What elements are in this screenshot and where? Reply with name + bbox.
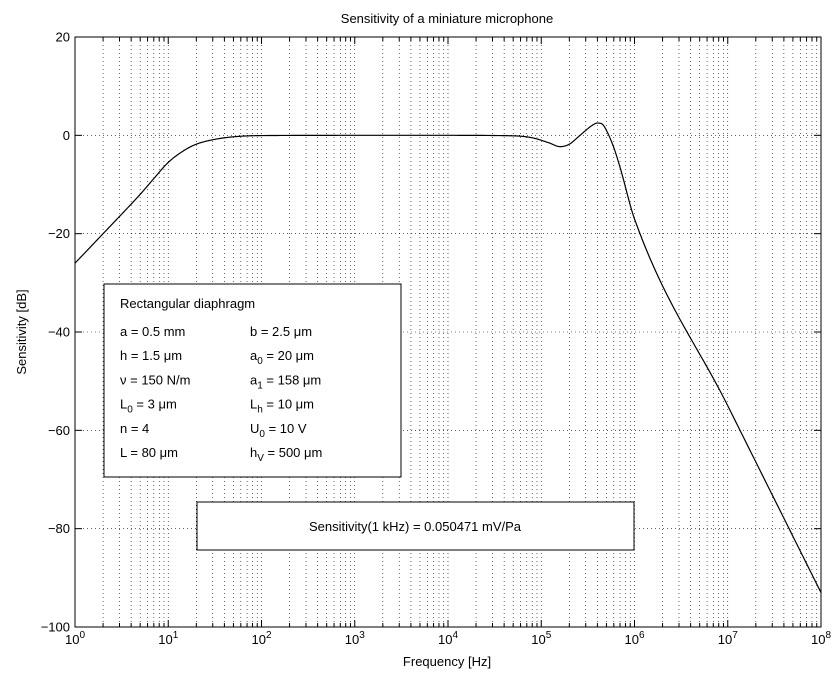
parameters-box-frame [103,283,402,478]
y-tick-label: −80 [48,521,70,536]
sensitivity-box-frame [196,501,635,551]
parameter-right: b = 2.5 μm [250,324,312,339]
x-tick-label: 104 [438,630,458,647]
parameter-rows: a = 0.5 mm b = 2.5 μm h = 1.5 μm a0 = 20 μm… [120,324,322,464]
parameters-box: Rectangular diaphragm a = 0.5 mm b = 2.5 … [103,283,402,478]
y-tick-label: 20 [56,30,70,45]
x-tick-labels: 100 101 102 103 104 105 106 107 108 [65,630,831,647]
parameters-heading: Rectangular diaphragm [120,296,255,311]
parameter-left: a = 0.5 mm [120,324,185,339]
parameter-left: ν = 150 N/m [120,372,190,387]
y-tick-label: −40 [48,325,70,340]
x-axis-label: Frequency [Hz] [403,654,491,669]
sensitivity-note: Sensitivity(1 kHz) = 0.050471 mV/Pa [309,519,522,534]
parameter-right: hV = 500 μm [250,445,322,464]
parameter-right: U0 = 10 V [250,421,307,440]
y-tick-label: −20 [48,226,70,241]
x-tick-label: 101 [158,630,178,647]
x-tick-label: 108 [811,630,831,647]
y-tick-label: −100 [41,620,70,635]
x-tick-label: 102 [251,630,271,647]
x-tick-label: 100 [65,630,85,647]
axis-ticks [74,36,822,628]
parameter-left: h = 1.5 μm [120,348,182,363]
sensitivity-box: Sensitivity(1 kHz) = 0.050471 mV/Pa [196,501,635,551]
parameter-left: n = 4 [120,421,149,436]
parameter-left: L0 = 3 μm [120,397,177,416]
x-tick-label: 107 [718,630,738,647]
series-line [74,122,822,593]
parameter-left: L = 80 μm [120,445,178,460]
x-tick-label: 105 [531,630,551,647]
y-axis-label: Sensitivity [dB] [14,289,29,374]
chart-title: Sensitivity of a miniature microphone [341,11,553,26]
parameter-right: a0 = 20 μm [250,348,314,367]
parameter-right: a1 = 158 μm [250,372,321,391]
y-tick-label: 0 [63,128,70,143]
y-tick-labels: 20 0 −20 −40 −60 −80 −100 [41,30,70,635]
parameter-right: Lh = 10 μm [250,397,314,416]
y-tick-label: −60 [48,423,70,438]
x-tick-label: 103 [345,630,365,647]
x-tick-label: 106 [624,630,644,647]
